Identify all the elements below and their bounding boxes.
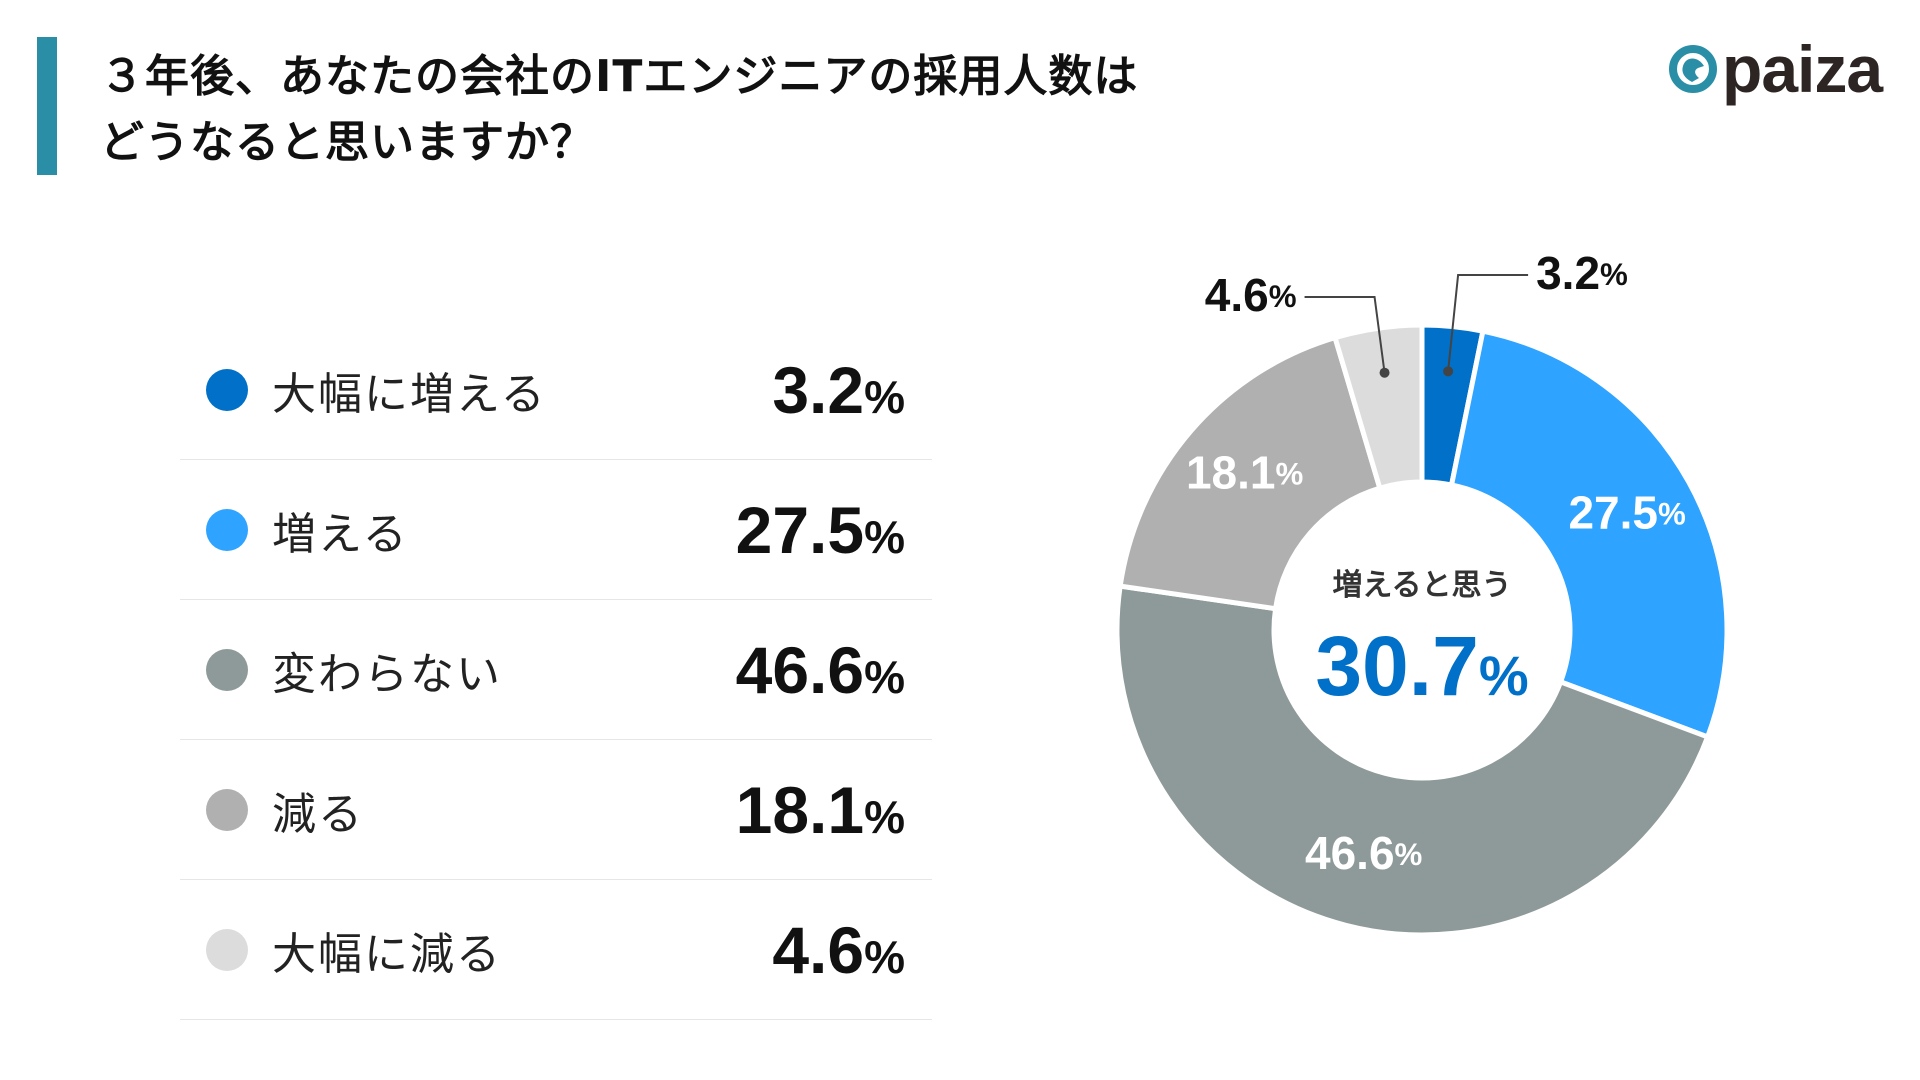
legend-label: 減る	[272, 788, 364, 840]
logo-text: paiza	[1722, 32, 1883, 106]
legend-value-number: 4.6	[772, 912, 865, 987]
slice-label-number: 3.2	[1536, 247, 1600, 299]
title-line-1: ３年後、あなたの会社のITエンジニアの採用人数は	[100, 51, 1139, 102]
legend-value: 18.1%	[736, 772, 905, 848]
slice-label-unit: %	[1269, 279, 1297, 314]
legend-label: 大幅に増える	[272, 368, 547, 420]
leader-dot	[1379, 367, 1390, 378]
legend-value-number: 27.5	[735, 492, 865, 567]
slice-label-number: 4.6	[1205, 269, 1269, 321]
legend-value-unit: %	[864, 650, 905, 703]
slice-data-label: 46.6%	[1305, 827, 1422, 879]
slice-label-number: 18.1	[1186, 447, 1276, 499]
legend-value-unit: %	[864, 790, 905, 843]
center-value: 30.7%	[1242, 618, 1602, 715]
leader-dot	[1443, 366, 1454, 377]
title-line-2: どうなると思いますか？	[100, 117, 595, 168]
legend-value: 46.6%	[736, 632, 905, 708]
legend-row: 増える 27.5%	[180, 460, 932, 600]
slice-data-label: 27.5%	[1568, 487, 1685, 539]
legend-value: 3.2%	[772, 352, 905, 428]
legend-value-number: 46.6	[735, 632, 865, 707]
legend-dot	[206, 508, 248, 551]
legend-value-unit: %	[864, 370, 905, 423]
legend-value-unit: %	[864, 930, 905, 983]
legend-row: 大幅に増える 3.2%	[180, 320, 932, 460]
paiza-logo: paiza	[1668, 32, 1883, 106]
paiza-logo-icon	[1669, 45, 1717, 93]
legend-label: 大幅に減る	[272, 928, 502, 980]
center-value-unit: %	[1478, 644, 1529, 707]
legend-dot	[206, 928, 248, 971]
legend-value-number: 18.1	[735, 772, 865, 847]
center-caption: 増えると思う	[1332, 568, 1512, 603]
center-value-number: 30.7	[1315, 619, 1479, 713]
slice-label-unit: %	[1600, 257, 1628, 292]
slice-data-label: 18.1%	[1186, 447, 1303, 499]
page-title: ３年後、あなたの会社のITエンジニアの採用人数は どうなると思いますか？	[100, 44, 1138, 176]
title-accent-bar	[37, 37, 57, 175]
legend-row: 変わらない 46.6%	[180, 600, 932, 740]
legend-label: 増える	[272, 508, 409, 560]
legend-row: 大幅に減る 4.6%	[180, 880, 932, 1020]
donut-slice	[1448, 328, 1730, 741]
leader-line	[1304, 296, 1386, 373]
legend-list: 大幅に増える 3.2% 増える 27.5% 変わらない 46.6% 減る 18.1% 大幅に減る…	[180, 320, 932, 1020]
slice-label-unit: %	[1658, 497, 1686, 532]
slice-label-unit: %	[1276, 457, 1304, 492]
slice-label-unit: %	[1395, 837, 1423, 872]
legend-value: 4.6%	[772, 912, 905, 988]
legend-row: 減る 18.1%	[180, 740, 932, 880]
slice-label-number: 27.5	[1568, 487, 1658, 539]
legend-value-number: 3.2	[772, 352, 865, 427]
donut-slice	[1117, 334, 1383, 612]
legend-dot	[206, 788, 248, 831]
slice-label-number: 46.6	[1305, 827, 1395, 879]
slice-data-label: 4.6%	[1205, 269, 1297, 321]
legend-value-unit: %	[864, 510, 905, 563]
legend-label: 変わらない	[272, 648, 502, 700]
leader-line	[1447, 274, 1529, 372]
donut-slice	[1114, 583, 1711, 938]
donut-slice	[1331, 322, 1425, 492]
legend-dot	[206, 648, 248, 691]
legend-dot	[206, 368, 248, 411]
legend-value: 27.5%	[736, 492, 905, 568]
slice-data-label: 3.2%	[1536, 247, 1628, 299]
